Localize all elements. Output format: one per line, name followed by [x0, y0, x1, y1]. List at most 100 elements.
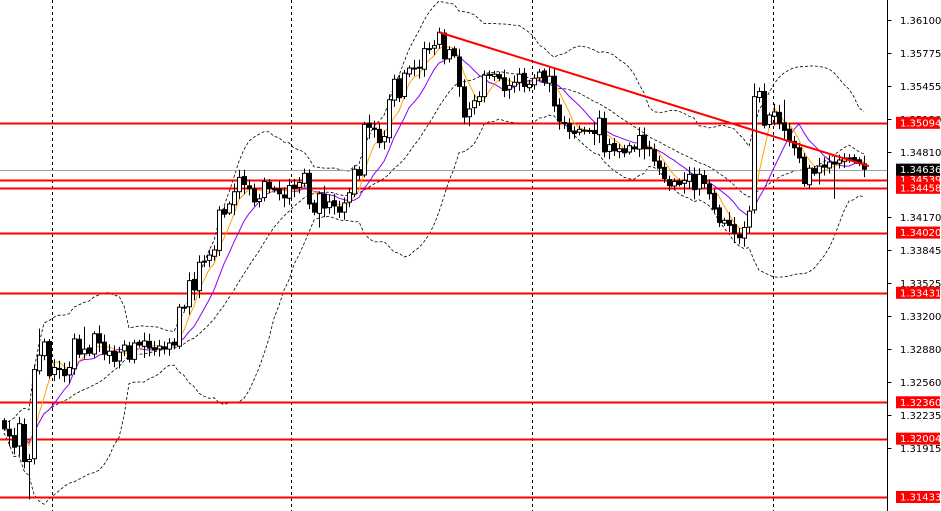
bearish-candle — [642, 134, 647, 150]
y-tick-label: 1.36100 — [900, 16, 941, 27]
level-price-label: 1.34020 — [900, 228, 941, 239]
bullish-candle — [227, 203, 232, 214]
bullish-candle — [347, 192, 352, 203]
slow-moving-average — [3, 53, 865, 444]
bearish-candle — [377, 128, 382, 144]
bullish-candle — [527, 83, 532, 89]
bullish-candle — [577, 128, 582, 133]
level-price-label-bg — [896, 116, 940, 129]
resistance-trendline — [438, 31, 870, 168]
y-tick-label: 1.35775 — [900, 49, 941, 60]
bullish-candle — [142, 340, 147, 347]
bullish-candle — [92, 333, 97, 355]
level-price-label: 1.35094 — [900, 118, 941, 129]
bearish-candle — [137, 341, 142, 346]
bullish-candle — [82, 348, 87, 355]
bearish-candle — [812, 168, 817, 174]
level-price-label: 1.31433 — [900, 493, 941, 504]
bullish-candle — [182, 306, 187, 309]
bullish-candle — [817, 165, 822, 174]
bullish-candle — [317, 193, 322, 214]
current-price-label-bg — [896, 163, 940, 176]
bullish-candle — [72, 338, 77, 370]
bullish-candle — [672, 180, 677, 187]
bullish-candle — [767, 114, 772, 125]
bullish-candle — [32, 369, 37, 460]
bullish-candle — [37, 354, 42, 372]
bullish-candle — [682, 179, 687, 184]
bearish-candle — [172, 341, 177, 346]
bullish-candle — [492, 73, 497, 77]
bullish-candle — [257, 198, 262, 203]
bullish-candle — [507, 84, 512, 90]
bullish-candle — [482, 74, 487, 98]
bearish-candle — [582, 129, 587, 132]
bullish-candle — [627, 145, 632, 153]
bullish-candle — [617, 148, 622, 153]
bearish-candle — [707, 183, 712, 195]
bearish-candle — [702, 175, 707, 185]
bullish-candle — [207, 254, 212, 261]
bearish-candle — [557, 104, 562, 122]
bearish-candle — [12, 435, 17, 448]
bearish-candle — [222, 209, 227, 215]
bullish-candle — [362, 123, 367, 176]
bearish-candle — [367, 122, 372, 128]
bearish-candle — [727, 219, 732, 226]
level-price-label: 1.34539 — [900, 175, 941, 186]
bearish-candle — [592, 130, 597, 134]
bearish-candle — [822, 164, 827, 168]
bullish-candle — [447, 49, 452, 60]
level-price-label-bg — [896, 286, 940, 299]
bearish-candle — [712, 192, 717, 210]
trendline — [438, 31, 870, 168]
level-price-label-bg — [896, 226, 940, 239]
bearish-candle — [677, 180, 682, 186]
bullish-candle — [772, 111, 777, 117]
y-tick-label: 1.35455 — [900, 82, 941, 93]
bearish-candle — [252, 188, 257, 203]
bullish-candle — [432, 45, 437, 49]
bullish-candle — [352, 168, 357, 195]
bearish-candle — [542, 70, 547, 83]
bearish-candle — [102, 341, 107, 355]
y-tick-label: 1.32235 — [900, 411, 941, 422]
bullish-candle — [132, 342, 137, 360]
bullish-candle — [237, 176, 242, 193]
bearish-candle — [647, 147, 652, 150]
y-tick-label: 1.32880 — [900, 345, 941, 356]
bearish-candle — [502, 77, 507, 92]
bullish-candle — [122, 344, 127, 352]
bullish-candle — [212, 249, 217, 257]
level-price-label-bg — [896, 396, 940, 409]
bearish-candle — [47, 341, 52, 377]
bullish-candle — [287, 185, 292, 199]
bearish-candle — [282, 194, 287, 199]
fast-moving-average — [3, 46, 865, 447]
bullish-candle — [177, 306, 182, 347]
level-price-label-bg — [896, 432, 940, 445]
bullish-candle — [757, 91, 762, 98]
bearish-candle — [802, 156, 807, 185]
bullish-candle — [532, 77, 537, 86]
bearish-candle — [7, 428, 12, 437]
bullish-candle — [697, 173, 702, 190]
moving-averages — [3, 46, 865, 447]
bearish-candle — [307, 172, 312, 205]
current-price-label: 1.34636 — [900, 165, 941, 176]
bullish-candle — [187, 280, 192, 308]
bullish-candle — [427, 48, 432, 51]
bearish-candle — [562, 121, 567, 124]
level-price-label: 1.33431 — [900, 288, 941, 299]
bearish-candle — [77, 338, 82, 355]
y-tick-label: 1.33525 — [900, 279, 941, 290]
bearish-candle — [602, 118, 607, 153]
bullish-candle — [157, 345, 162, 350]
bullish-candle — [42, 341, 47, 357]
bearish-candle — [462, 86, 467, 118]
level-price-label: 1.34458 — [900, 183, 941, 194]
bearish-candle — [2, 420, 7, 430]
bearish-candle — [332, 200, 337, 207]
bullish-candle — [17, 423, 22, 447]
